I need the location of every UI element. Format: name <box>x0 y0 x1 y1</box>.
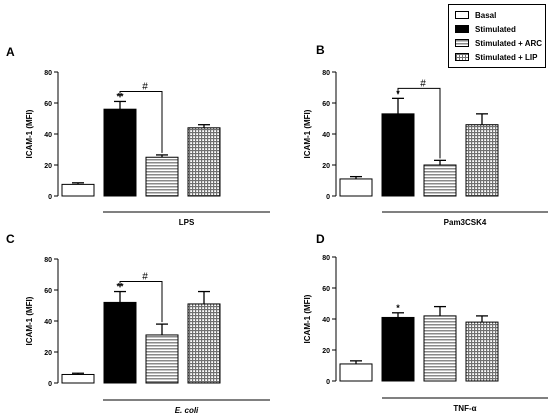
y-tick-label: 0 <box>326 379 330 386</box>
y-tick-label: 40 <box>322 317 330 324</box>
y-tick-label: 80 <box>322 255 330 262</box>
panel-label: B <box>316 43 325 57</box>
y-tick-label: 80 <box>322 70 330 77</box>
y-tick-label: 20 <box>44 163 52 170</box>
bar-stimulated-arc <box>145 156 179 197</box>
significance-bracket <box>397 87 441 159</box>
group-label: LPS <box>179 218 195 227</box>
group-label: Pam3CSK4 <box>444 218 487 227</box>
y-tick-label: 20 <box>44 350 52 357</box>
y-tick-label: 40 <box>44 132 52 139</box>
y-tick-label: 0 <box>326 194 330 201</box>
bar-basal <box>61 373 95 384</box>
y-axis-label: ICAM-1 (MFI) <box>25 109 34 158</box>
y-tick-label: 80 <box>44 257 52 264</box>
significance-bracket <box>119 90 163 153</box>
y-tick-label: 20 <box>322 348 330 355</box>
legend-label: Basal <box>475 10 497 20</box>
bracket-label: # <box>142 272 148 283</box>
y-tick-label: 60 <box>44 101 52 108</box>
bar-basal <box>339 178 373 197</box>
significance-bracket <box>119 281 163 323</box>
y-tick-label: 0 <box>48 194 52 201</box>
bar-stimulated-lip <box>187 127 221 197</box>
bar-stimulated <box>381 113 415 197</box>
bar-stimulated <box>103 108 137 197</box>
y-axis-label: ICAM-1 (MFI) <box>303 109 312 158</box>
bar-stimulated-arc <box>423 315 457 382</box>
y-tick-label: 40 <box>44 319 52 326</box>
legend-label: Stimulated <box>475 24 516 34</box>
legend-label: Stimulated + LIP <box>475 52 538 62</box>
significance-marker: * <box>396 303 400 313</box>
legend-swatch-grid <box>455 53 469 61</box>
bracket-label: # <box>142 81 148 92</box>
bracket-label: # <box>420 78 426 89</box>
bar-stimulated <box>103 301 137 384</box>
bar-stimulated <box>381 316 415 382</box>
y-tick-label: 60 <box>322 101 330 108</box>
panel-label: A <box>6 45 15 59</box>
y-axis-label: ICAM-1 (MFI) <box>303 294 312 343</box>
legend-swatch-black <box>455 25 469 33</box>
group-label: TNF-α <box>453 404 476 413</box>
group-label: E. coli <box>175 406 199 415</box>
bar-basal <box>339 363 373 382</box>
y-tick-label: 60 <box>44 288 52 295</box>
y-tick-label: 80 <box>44 70 52 77</box>
bar-basal <box>61 183 95 197</box>
bar-stimulated-lip <box>465 321 499 382</box>
y-axis-label: ICAM-1 (MFI) <box>25 296 34 345</box>
bar-stimulated-arc <box>145 334 179 384</box>
y-tick-label: 60 <box>322 286 330 293</box>
y-tick-label: 40 <box>322 132 330 139</box>
legend-item-basal: Basal <box>455 9 496 21</box>
legend-swatch-white <box>455 11 469 19</box>
chart-panel-d: D 0 20 40 60 80 ICAM-1 (MFI) * TNF-α <box>303 232 548 413</box>
legend-label: Stimulated + ARC <box>475 38 543 48</box>
bar-stimulated-lip <box>465 124 499 197</box>
legend-item-stimulated: Stimulated <box>455 23 516 35</box>
legend-item-stimulated-arc: Stimulated + ARC <box>455 37 542 49</box>
y-tick-label: 20 <box>322 163 330 170</box>
legend-item-stimulated-lip: Stimulated + LIP <box>455 51 537 63</box>
legend-swatch-hstripe <box>455 39 469 47</box>
y-tick-label: 0 <box>48 381 52 388</box>
bar-stimulated-arc <box>423 164 457 197</box>
bar-stimulated-lip <box>187 303 221 384</box>
panel-label: D <box>316 232 325 246</box>
legend: Basal Stimulated Stimulated + ARC Stimul… <box>448 4 546 68</box>
panel-label: C <box>6 232 15 246</box>
